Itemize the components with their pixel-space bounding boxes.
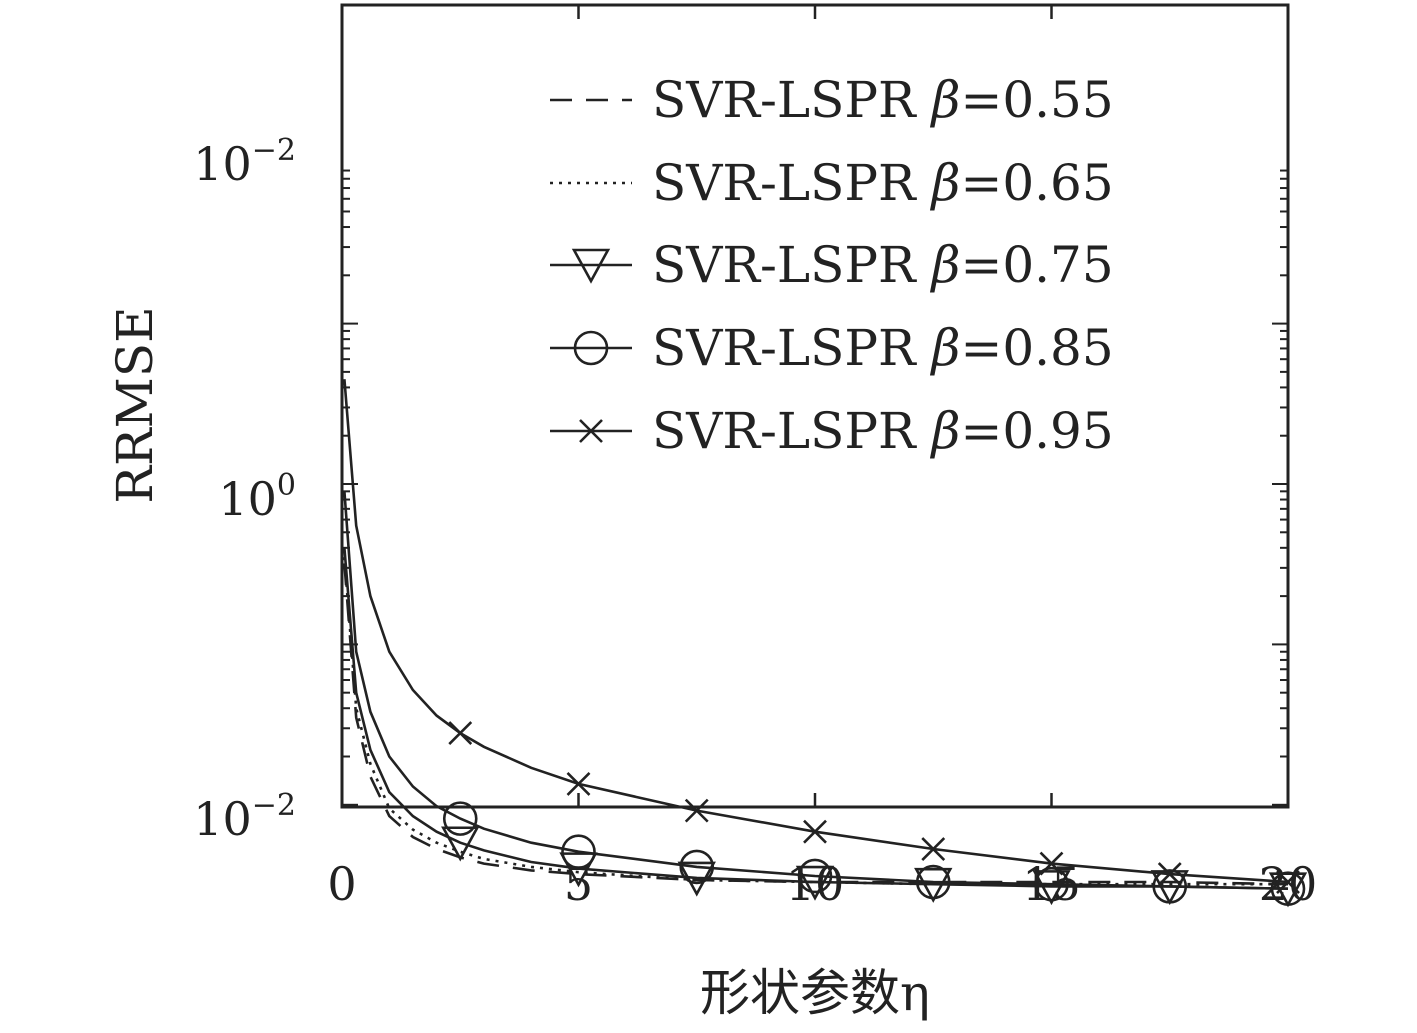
series-marker bbox=[915, 864, 951, 900]
legend-item: SVR-LSPR β=0.95 bbox=[550, 402, 1114, 460]
legend-label: SVR-LSPR β=0.95 bbox=[652, 402, 1114, 460]
series-4 bbox=[343, 491, 1306, 906]
x-axis-label: 形状参数η bbox=[700, 964, 930, 1022]
series-marker bbox=[914, 867, 953, 903]
series-marker bbox=[797, 858, 833, 894]
series-marker bbox=[561, 834, 596, 870]
legend: SVR-LSPR β=0.55 SVR-LSPR β=0.65 SVR-LSPR β… bbox=[550, 71, 1114, 460]
series-marker bbox=[1276, 870, 1300, 894]
series-1 bbox=[343, 563, 1289, 886]
x-tick-label: 10 bbox=[786, 857, 845, 911]
legend-marker bbox=[571, 248, 611, 284]
x-tick-labels: 0 5 10 15 20 bbox=[327, 857, 1317, 911]
legend-item: SVR-LSPR β=0.65 bbox=[550, 154, 1114, 212]
series-5 bbox=[343, 379, 1300, 894]
series-line bbox=[343, 547, 1289, 890]
x-tick-label: 5 bbox=[564, 857, 593, 911]
series-marker bbox=[1152, 869, 1188, 904]
series-3 bbox=[343, 547, 1308, 908]
series-marker bbox=[679, 849, 715, 885]
series-marker bbox=[448, 721, 473, 745]
y-axis-label: RRMSE bbox=[106, 306, 164, 503]
series-marker bbox=[566, 771, 591, 796]
series-marker bbox=[1270, 871, 1306, 906]
series-line bbox=[343, 563, 1289, 886]
x-tick-label: 15 bbox=[1022, 857, 1081, 911]
legend-marker bbox=[579, 419, 603, 443]
series-marker bbox=[559, 852, 598, 888]
series-marker bbox=[1034, 866, 1069, 902]
y-tick-label: 10−2 bbox=[193, 133, 296, 191]
series-marker bbox=[803, 819, 827, 844]
x-tick-label: 0 bbox=[327, 857, 356, 911]
legend-item: SVR-LSPR β=0.55 bbox=[550, 71, 1114, 129]
x-tick-label: 20 bbox=[1259, 857, 1318, 911]
series-marker bbox=[921, 837, 946, 861]
y-tick-labels: 10−2 100 10−2 bbox=[193, 133, 296, 846]
series-layer bbox=[343, 379, 1308, 908]
series-line bbox=[343, 379, 1289, 884]
y-tick-label: 10−2 bbox=[193, 788, 296, 846]
legend-label: SVR-LSPR β=0.85 bbox=[652, 319, 1114, 377]
series-line bbox=[343, 556, 1288, 886]
plot-frame bbox=[340, 3, 1290, 809]
series-marker bbox=[1039, 851, 1064, 876]
series-marker bbox=[795, 865, 835, 901]
series-marker bbox=[1157, 862, 1182, 886]
series-line bbox=[343, 491, 1289, 890]
series-2 bbox=[343, 556, 1288, 886]
legend-label: SVR-LSPR β=0.65 bbox=[652, 154, 1114, 212]
y-tick-label: 100 bbox=[218, 468, 296, 526]
series-marker bbox=[441, 826, 480, 862]
series-marker bbox=[442, 801, 478, 836]
series-marker bbox=[1032, 870, 1071, 906]
series-marker bbox=[684, 798, 709, 823]
legend-item: SVR-LSPR β=0.75 bbox=[550, 236, 1114, 294]
legend-label: SVR-LSPR β=0.55 bbox=[652, 71, 1114, 129]
legend-marker bbox=[573, 330, 609, 366]
series-marker bbox=[677, 861, 716, 897]
legend-label: SVR-LSPR β=0.75 bbox=[652, 236, 1114, 294]
legend-item: SVR-LSPR β=0.85 bbox=[550, 319, 1114, 377]
